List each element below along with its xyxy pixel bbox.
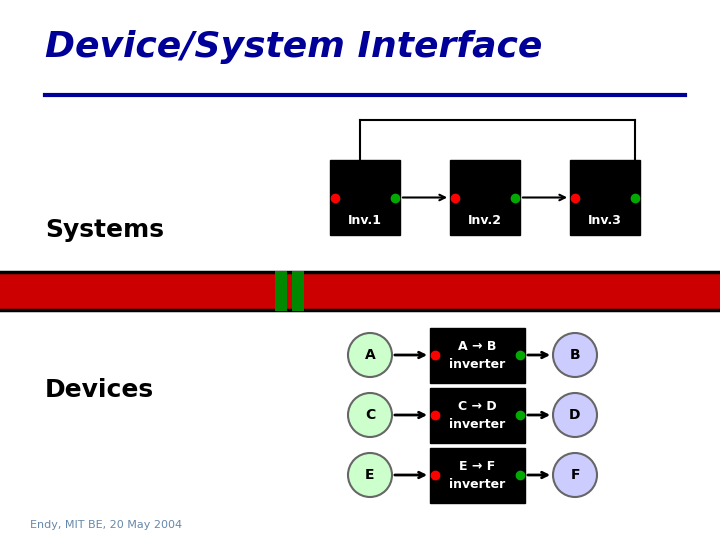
Bar xyxy=(430,327,525,382)
Text: A → B: A → B xyxy=(459,341,497,354)
Text: C: C xyxy=(365,408,375,422)
Circle shape xyxy=(348,333,392,377)
Text: Devices: Devices xyxy=(45,378,154,402)
Bar xyxy=(450,160,520,235)
Text: inverter: inverter xyxy=(449,478,505,491)
Circle shape xyxy=(553,393,597,437)
Circle shape xyxy=(348,453,392,497)
Bar xyxy=(330,160,400,235)
Text: Systems: Systems xyxy=(45,218,164,242)
Bar xyxy=(275,271,287,311)
Bar xyxy=(430,448,525,503)
Text: E: E xyxy=(365,468,374,482)
Text: C → D: C → D xyxy=(458,401,497,414)
Bar xyxy=(570,160,640,235)
Text: Inv.1: Inv.1 xyxy=(348,214,382,227)
Text: Inv.3: Inv.3 xyxy=(588,214,622,227)
Text: Device/System Interface: Device/System Interface xyxy=(45,30,542,64)
Text: A: A xyxy=(364,348,375,362)
Text: F: F xyxy=(570,468,580,482)
Text: Endy, MIT BE, 20 May 2004: Endy, MIT BE, 20 May 2004 xyxy=(30,520,182,530)
Circle shape xyxy=(553,333,597,377)
Circle shape xyxy=(348,393,392,437)
Circle shape xyxy=(553,453,597,497)
Text: B: B xyxy=(570,348,580,362)
Bar xyxy=(430,388,525,442)
Text: inverter: inverter xyxy=(449,359,505,372)
Bar xyxy=(0,272,720,310)
Text: D: D xyxy=(570,408,581,422)
Text: inverter: inverter xyxy=(449,418,505,431)
Text: Inv.2: Inv.2 xyxy=(468,214,502,227)
Bar xyxy=(292,271,304,311)
Text: E → F: E → F xyxy=(459,461,495,474)
